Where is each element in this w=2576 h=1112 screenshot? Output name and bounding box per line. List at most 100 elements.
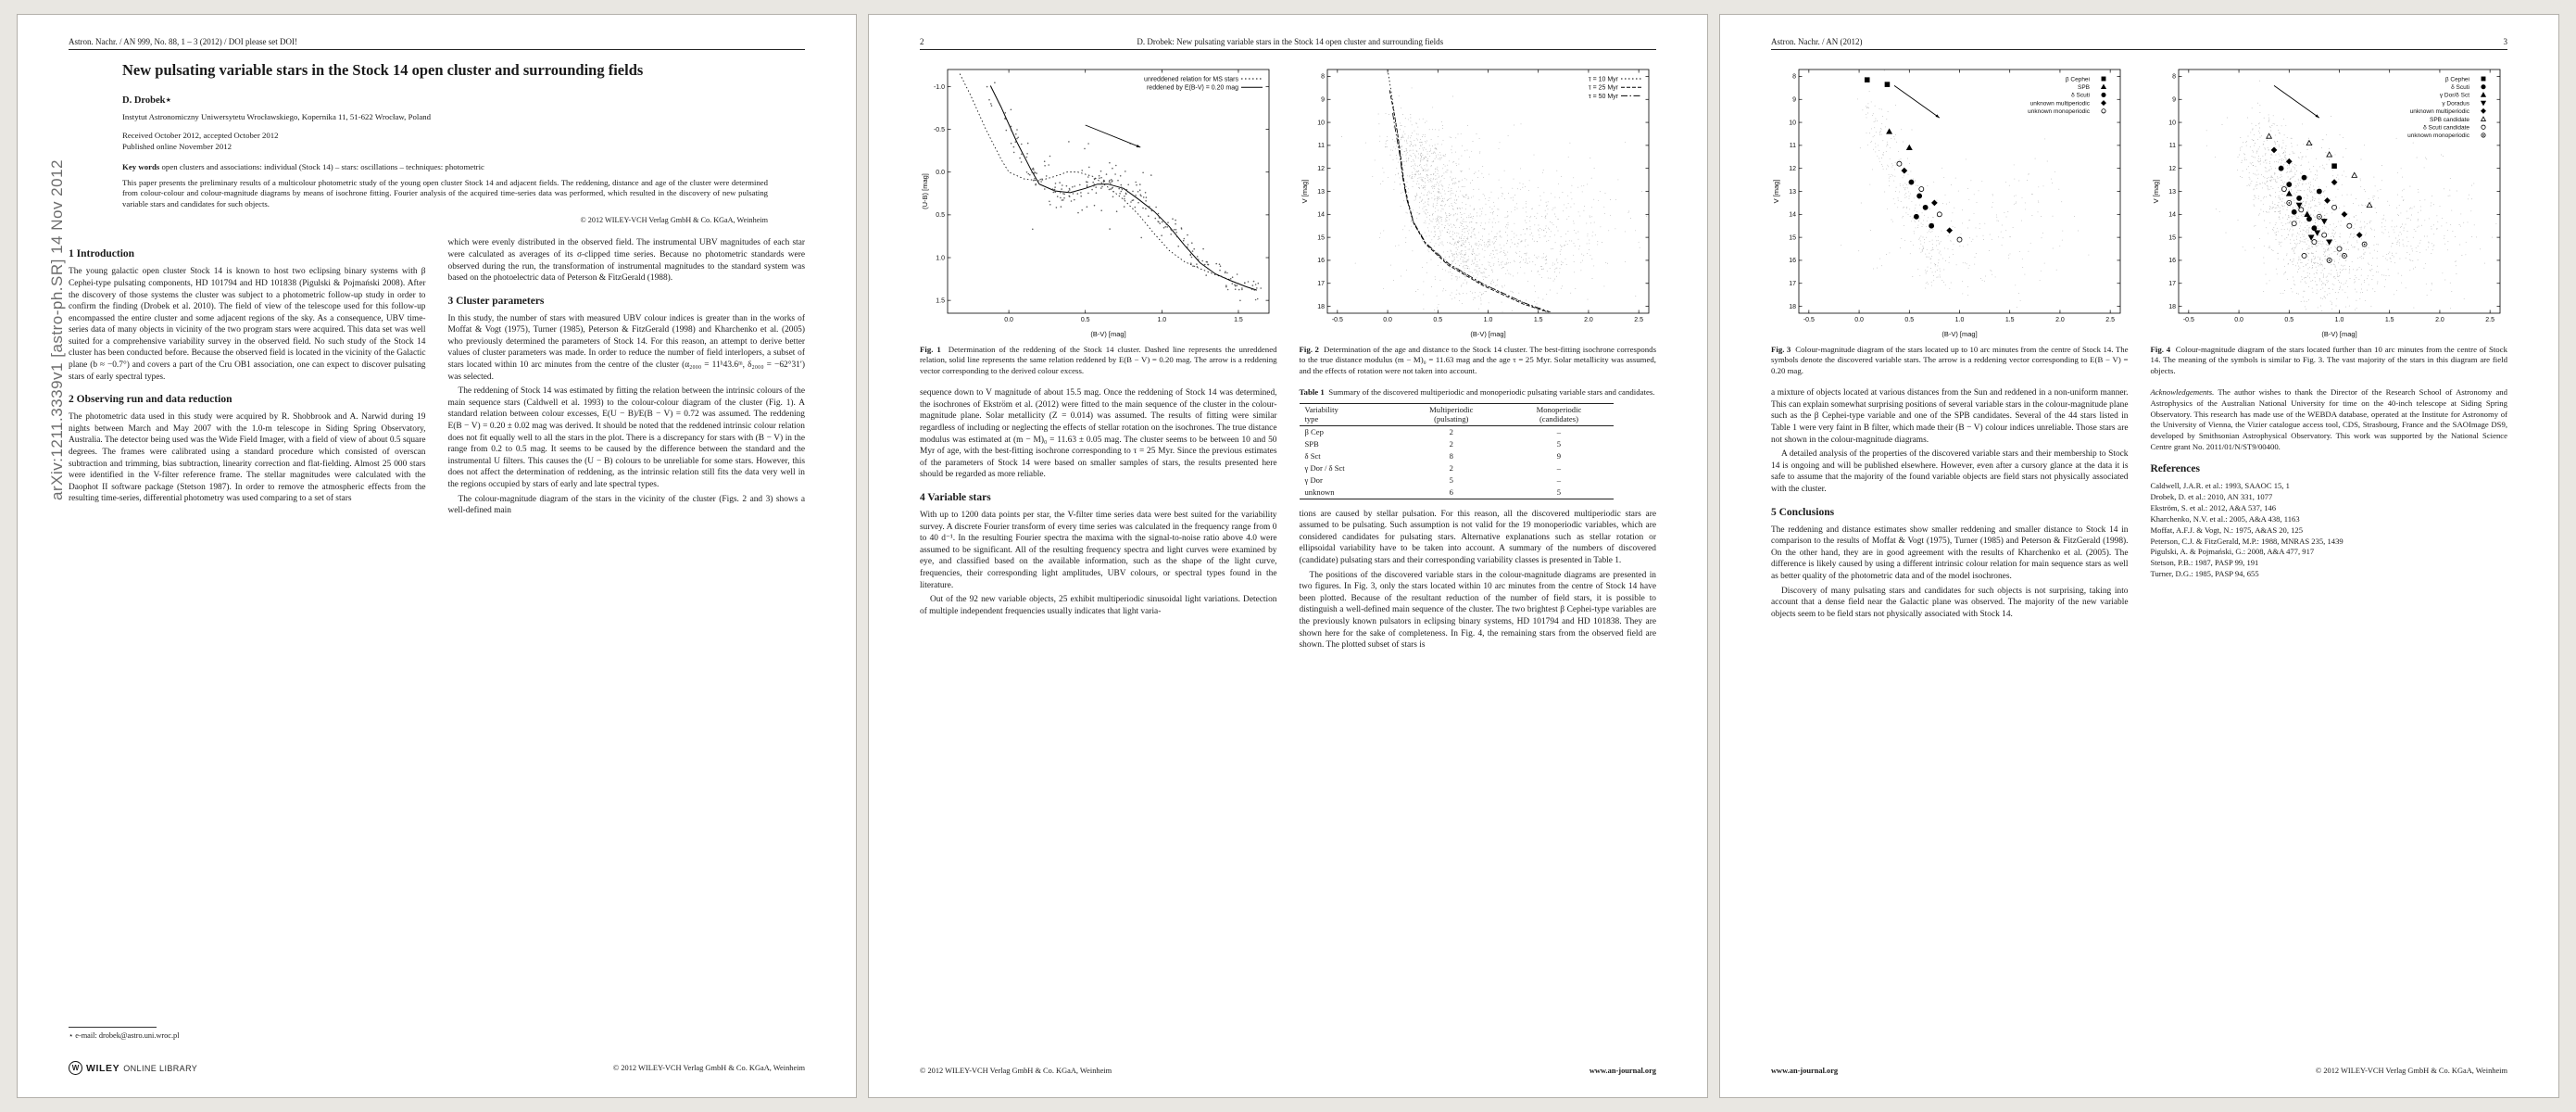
svg-text:15: 15 [1317, 234, 1325, 241]
received-line: Received October 2012, accepted October … [122, 131, 279, 141]
svg-text:2.0: 2.0 [1584, 317, 1593, 323]
svg-text:unknown multiperiodic: unknown multiperiodic [2030, 100, 2091, 107]
svg-text:8: 8 [1792, 74, 1796, 81]
reference-item: Drobek, D. et al.: 2010, AN 331, 1077 [2150, 492, 2273, 502]
svg-text:18: 18 [1789, 304, 1796, 310]
title-block: New pulsating variable stars in the Stoc… [122, 61, 768, 224]
footer-copyright: © 2012 WILEY-VCH Verlag GmbH & Co. KGaA,… [2315, 1067, 2507, 1075]
table-header-cell: Monoperiodic (candidates) [1536, 405, 1582, 424]
abstract: This paper presents the preliminary resu… [122, 177, 768, 208]
svg-text:0.0: 0.0 [1383, 317, 1392, 323]
copyright-line: © 2012 WILEY-VCH Verlag GmbH & Co. KGaA,… [580, 216, 769, 225]
svg-text:9: 9 [2172, 97, 2176, 104]
table-row: β Cep 2 – [1300, 425, 1614, 438]
table-cell: 8 [1449, 451, 1453, 461]
svg-text:16: 16 [2168, 258, 2176, 264]
table-cell: γ Dor [1304, 475, 1323, 486]
reference-item: Moffat, A.F.J. & Vogt, N.: 1975, A&AS 20… [2150, 524, 2304, 535]
paragraph: The reddening of Stock 14 was estimated … [447, 386, 806, 490]
page2-columns: 0.0 0.5 1.0 1.5 -1.0 -0.5 0.0 0.5 1.0 1.5 (B-V) [m… [920, 63, 1656, 654]
paragraph: tions are caused by stellar pulsation. F… [1299, 509, 1657, 566]
svg-text:(B-V) [mag]: (B-V) [mag] [1091, 330, 1126, 338]
svg-text:1.5: 1.5 [2005, 317, 2015, 323]
svg-text:γ Dor/δ Sct: γ Dor/δ Sct [2440, 93, 2469, 99]
svg-text:-0.5: -0.5 [1803, 317, 1815, 323]
table-cell: δ Sct [1304, 451, 1321, 461]
paragraph: sequence down to V magnitude of about 15… [920, 388, 1277, 480]
svg-text:δ Scuti: δ Scuti [2071, 93, 2090, 99]
svg-text:V [mag]: V [mag] [2152, 180, 2160, 204]
reference-item: Ekström, S. et al.: 2012, A&A 537, 146 [2150, 502, 2277, 512]
table-cell: 2 [1449, 463, 1453, 474]
svg-text:17: 17 [1317, 281, 1325, 287]
dates-block: Received October 2012, accepted October … [122, 131, 768, 153]
reference-list: Caldwell, J.A.R. et al.: 1993, SAAOC 15,… [2151, 481, 2508, 580]
page-2: 2 D. Drobek: New pulsating variable star… [868, 14, 1708, 1098]
footnote-rule [69, 1027, 157, 1028]
page1-right-column: which were evenly distributed in the obs… [448, 237, 806, 519]
svg-text:0.0: 0.0 [1854, 317, 1864, 323]
page1-left-column: 1 Introduction The young galactic open c… [69, 237, 426, 519]
page3-left-column: -0.5 0.0 0.5 1.0 1.5 2.0 2.5 8 9 10 11 12 13 14 15 16 17… [1771, 63, 2129, 623]
footer-journal-url: www.an-journal.org [1589, 1067, 1656, 1075]
table-row: unknown 6 5 [1299, 486, 1614, 499]
table-row: γ Dor 5 – [1300, 474, 1614, 486]
table-header-cell: Multiperiodic (pulsating) [1429, 405, 1474, 424]
svg-text:14: 14 [2168, 212, 2176, 219]
online-library-wordmark: ONLINE LIBRARY [123, 1063, 198, 1073]
svg-text:-0.5: -0.5 [2183, 317, 2194, 323]
paragraph: In this study, the number of stars with … [447, 313, 806, 382]
svg-text:13: 13 [1789, 189, 1796, 196]
svg-text:(B-V) [mag]: (B-V) [mag] [2321, 330, 2356, 338]
page-3: Astron. Nachr. / AN (2012) 3 -0.5 0.0 0.5 1… [1719, 14, 2559, 1098]
paragraph: The positions of the discovered variable… [1299, 570, 1657, 651]
svg-text:15: 15 [1789, 234, 1796, 241]
svg-text:16: 16 [1317, 258, 1325, 264]
svg-text:0.0: 0.0 [1004, 317, 1013, 323]
svg-text:V [mag]: V [mag] [1772, 180, 1780, 204]
references-heading: References [2150, 463, 2200, 475]
svg-text:1.0: 1.0 [2334, 317, 2344, 323]
wiley-w-icon: W [69, 1061, 82, 1075]
acknowledgements: Acknowledgements. The author wishes to t… [2151, 387, 2508, 452]
svg-text:1.0: 1.0 [936, 255, 946, 261]
svg-text:γ Doradus: γ Doradus [2442, 100, 2469, 107]
reference-item: Caldwell, J.A.R. et al.: 1993, SAAOC 15,… [2150, 481, 2290, 491]
running-title: D. Drobek: New pulsating variable stars … [1137, 37, 1444, 46]
section-3-heading: 3 Cluster parameters [447, 295, 545, 307]
svg-text:12: 12 [2168, 166, 2176, 172]
section-2-heading: 2 Observing run and data reduction [69, 394, 232, 406]
page3-right-column: -0.5 0.0 0.5 1.0 1.5 2.0 2.5 8 9 10 11 12 13 14 15 16 17… [2150, 63, 2508, 623]
svg-text:17: 17 [2168, 281, 2176, 287]
reference-item: Stetson, P.B.: 1987, PASP 99, 191 [2150, 558, 2259, 568]
svg-text:15: 15 [2168, 234, 2176, 241]
svg-text:unknown monoperiodic: unknown monoperiodic [2028, 108, 2091, 115]
svg-text:δ Scuti candidate: δ Scuti candidate [2423, 124, 2469, 131]
page2-right-column: -0.5 0.0 0.5 1.0 1.5 2.0 2.5 8 9 10 11 12 13 14 15 16 17… [1299, 63, 1657, 654]
fig2-colour-magnitude-diagram: -0.5 0.0 0.5 1.0 1.5 2.0 2.5 8 9 10 11 12 13 14 15 16 17… [1299, 63, 1656, 339]
footer-copyright: © 2012 WILEY-VCH Verlag GmbH & Co. KGaA,… [920, 1067, 1112, 1075]
footnote-email: ⋆ e-mail: drobek@astro.uni.wroc.pl [69, 1031, 180, 1040]
paragraph: The reddening and distance estimates sho… [1771, 524, 2129, 581]
table-cell: 9 [1556, 451, 1562, 461]
page2-running-head: 2 D. Drobek: New pulsating variable star… [920, 37, 1656, 50]
svg-text:2.5: 2.5 [2106, 317, 2116, 323]
page2-left-column: 0.0 0.5 1.0 1.5 -1.0 -0.5 0.0 0.5 1.0 1.5 (B-V) [m… [920, 63, 1277, 654]
table1-caption: Table 1 Summary of the discovered multip… [1300, 387, 1657, 398]
svg-text:18: 18 [2168, 304, 2176, 310]
fig3-caption-text: Colour-magnitude diagram of the stars lo… [1771, 345, 2129, 375]
svg-text:τ = 25 Myr: τ = 25 Myr [1589, 85, 1619, 92]
svg-text:0.0: 0.0 [2234, 317, 2243, 323]
footer-journal-url: www.an-journal.org [1771, 1067, 1839, 1075]
table-cell: 5 [1449, 475, 1453, 486]
svg-text:unreddened relation for MS sta: unreddened relation for MS stars [1144, 76, 1238, 82]
svg-text:8: 8 [1321, 74, 1325, 81]
wiley-wordmark: WILEY [86, 1062, 120, 1074]
fig1-colour-colour-diagram: 0.0 0.5 1.0 1.5 -1.0 -0.5 0.0 0.5 1.0 1.5 (B-V) [m… [920, 63, 1277, 339]
svg-text:10: 10 [1317, 120, 1325, 126]
svg-text:0.5: 0.5 [1081, 317, 1090, 323]
table-cell: unknown [1304, 487, 1335, 498]
page1-columns: 1 Introduction The young galactic open c… [69, 237, 805, 519]
svg-text:(U-B) [mag]: (U-B) [mag] [921, 173, 929, 209]
